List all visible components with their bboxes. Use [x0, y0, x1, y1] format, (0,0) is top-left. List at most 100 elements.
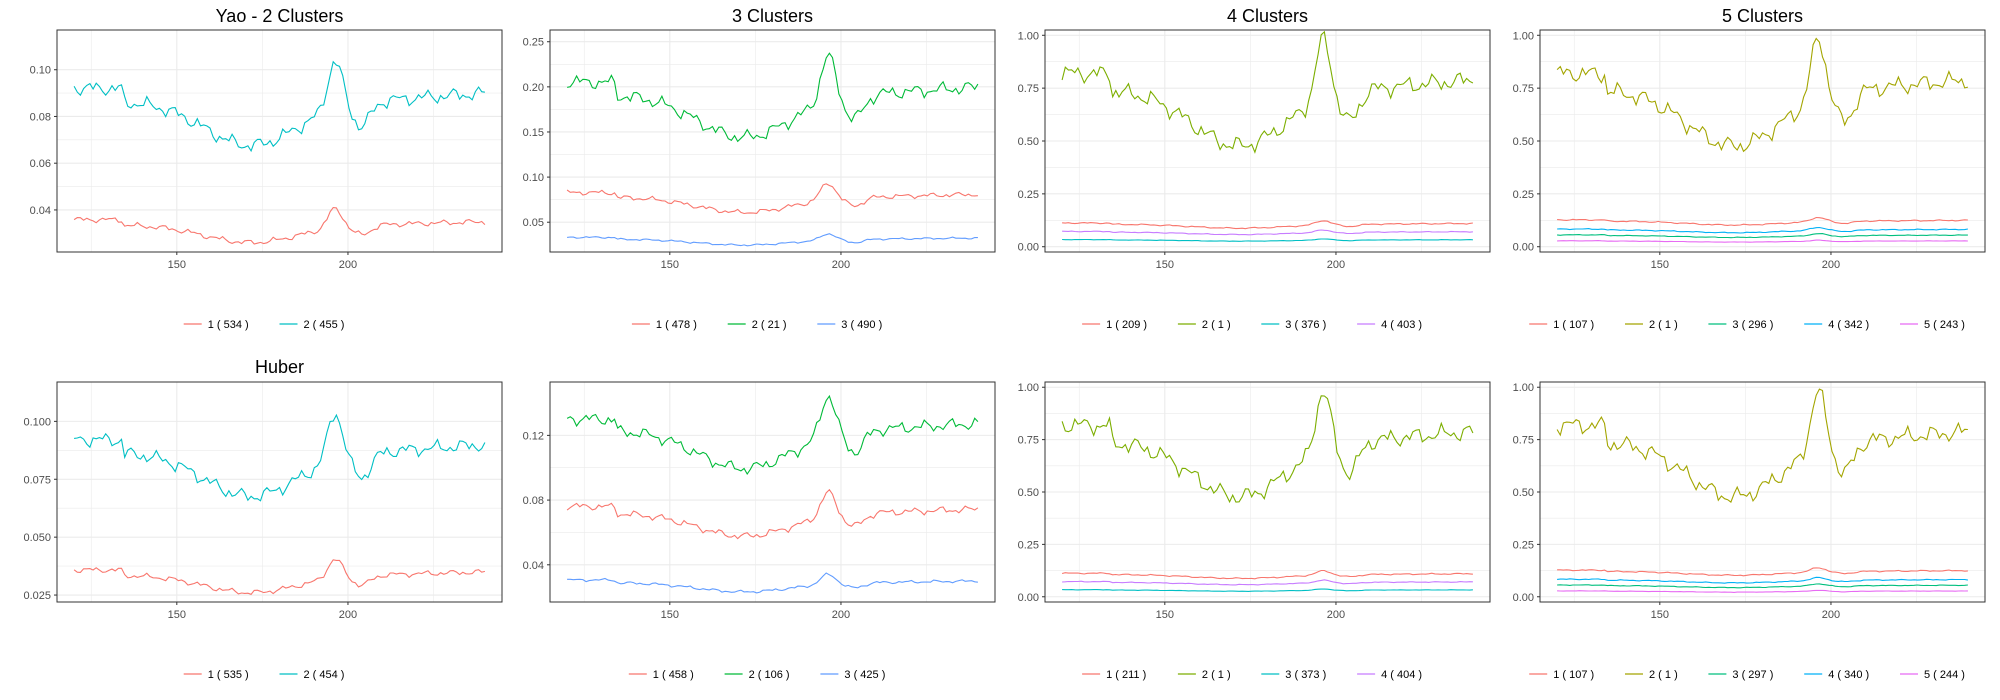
- series-line-2: [566, 52, 979, 143]
- y-tick-label: 0.50: [1513, 487, 1534, 499]
- x-tick-label: 200: [1822, 259, 1840, 271]
- y-tick-label: 0.05: [523, 217, 544, 229]
- panel-title: 4 Clusters: [1227, 6, 1308, 26]
- series-line-5: [1557, 239, 1968, 243]
- x-tick-label: 200: [339, 259, 357, 271]
- y-tick-label: 0.75: [1018, 435, 1039, 447]
- y-tick-label: 0.00: [1018, 242, 1039, 254]
- legend-label: 3 ( 296 ): [1732, 319, 1773, 331]
- y-tick-label: 0.15: [523, 127, 544, 139]
- legend-label: 1 ( 458 ): [653, 669, 694, 681]
- x-tick-label: 150: [1156, 259, 1174, 271]
- series-line-2: [1556, 388, 1968, 503]
- y-tick-label: 0.25: [1018, 189, 1039, 201]
- series-line-3: [1062, 238, 1473, 242]
- series-line-2: [74, 413, 486, 502]
- series-line-1: [1557, 567, 1968, 577]
- legend-label: 5 ( 244 ): [1924, 669, 1965, 681]
- legend-label: 4 ( 404 ): [1381, 669, 1422, 681]
- series-line-4: [1062, 229, 1473, 236]
- legend-label: 4 ( 403 ): [1381, 319, 1422, 331]
- y-tick-label: 0.00: [1513, 592, 1534, 604]
- x-tick-label: 150: [168, 609, 186, 621]
- chart-panel-8: 0.00 0.25 0.50 0.75 1.00 150 200 1 ( 107 ) 2 ( 1…: [1513, 381, 1986, 681]
- y-tick-label: 0.75: [1513, 435, 1534, 447]
- legend-label: 1 ( 107 ): [1553, 319, 1594, 331]
- legend-label: 5 ( 243 ): [1924, 319, 1965, 331]
- y-tick-label: 0.10: [523, 172, 544, 184]
- x-tick-label: 150: [1156, 609, 1174, 621]
- legend-label: 1 ( 107 ): [1553, 669, 1594, 681]
- y-tick-label: 0.12: [523, 430, 544, 442]
- x-tick-label: 150: [1651, 259, 1669, 271]
- y-tick-label: 0.050: [23, 532, 51, 544]
- legend-label: 2 ( 454 ): [304, 669, 345, 681]
- x-tick-label: 200: [339, 609, 357, 621]
- legend-label: 4 ( 340 ): [1828, 669, 1869, 681]
- legend-label: 1 ( 209 ): [1106, 319, 1147, 331]
- series-line-2: [566, 394, 979, 476]
- series-line-3: [567, 233, 978, 247]
- legend-label: 1 ( 534 ): [208, 319, 249, 331]
- legend-label: 3 ( 297 ): [1732, 669, 1773, 681]
- x-tick-label: 200: [832, 609, 850, 621]
- chart-panel-3: 0.00 0.25 0.50 0.75 1.00 150 200 4 Clusters 1 ( …: [1018, 6, 1491, 331]
- legend-label: 4 ( 342 ): [1828, 319, 1869, 331]
- legend: 1 ( 209 ) 2 ( 1 ) 3 ( 376 ) 4 ( 403 ): [1082, 319, 1422, 331]
- legend-label: 1 ( 211 ): [1106, 669, 1146, 681]
- series-line-2: [73, 60, 485, 153]
- legend-label: 1 ( 535 ): [208, 669, 249, 681]
- series-line-5: [1557, 589, 1968, 593]
- chart-panel-7: 0.00 0.25 0.50 0.75 1.00 150 200 1 ( 211 ) 2 ( 1…: [1018, 381, 1491, 681]
- legend: 1 ( 211 ) 2 ( 1 ) 3 ( 373 ) 4 ( 404 ): [1082, 669, 1422, 681]
- legend-label: 2 ( 1 ): [1649, 319, 1678, 331]
- legend-label: 2 ( 1 ): [1202, 319, 1231, 331]
- legend: 1 ( 478 ) 2 ( 21 ) 3 ( 490 ): [631, 319, 882, 331]
- legend-label: 3 ( 373 ): [1285, 669, 1326, 681]
- x-tick-label: 200: [1822, 609, 1840, 621]
- series-line-1: [1557, 216, 1968, 226]
- legend-label: 3 ( 425 ): [844, 669, 885, 681]
- series-line-1: [566, 488, 979, 540]
- legend-label: 2 ( 106 ): [749, 669, 790, 681]
- y-tick-label: 1.00: [1018, 382, 1039, 394]
- series-line-3: [1557, 583, 1968, 589]
- x-tick-label: 200: [1327, 609, 1345, 621]
- x-tick-label: 200: [1327, 259, 1345, 271]
- legend: 1 ( 107 ) 2 ( 1 ) 3 ( 297 ) 4 ( 340 ) 5 ( 24…: [1529, 669, 1965, 681]
- series-line-1: [73, 207, 486, 245]
- panel-border: [549, 29, 996, 253]
- chart-panel-1: 0.04 0.06 0.08 0.10 150 200 Yao - 2 Clusters 1 …: [30, 6, 503, 331]
- series-line-1: [73, 559, 486, 595]
- x-tick-label: 200: [832, 259, 850, 271]
- panel-title: Yao - 2 Clusters: [216, 6, 344, 26]
- legend-label: 2 ( 1 ): [1202, 669, 1231, 681]
- x-tick-label: 150: [661, 609, 679, 621]
- y-tick-label: 0.75: [1018, 83, 1039, 95]
- series-line-2: [1061, 395, 1474, 504]
- series-line-2: [1556, 37, 1969, 153]
- panel-border: [56, 29, 503, 253]
- chart-panel-2: 0.05 0.10 0.15 0.20 0.25 150 200 3 Clusters 1 ( …: [523, 6, 996, 331]
- legend: 1 ( 458 ) 2 ( 106 ) 3 ( 425 ): [628, 669, 885, 681]
- y-tick-label: 0.04: [523, 560, 544, 572]
- x-tick-label: 150: [661, 259, 679, 271]
- series-line-4: [1062, 579, 1473, 586]
- series-line-1: [1061, 569, 1473, 580]
- legend: 1 ( 534 ) 2 ( 455 ): [183, 319, 344, 331]
- legend: 1 ( 535 ) 2 ( 454 ): [183, 669, 345, 681]
- y-tick-label: 0.00: [1018, 592, 1039, 604]
- chart-panel-4: 0.00 0.25 0.50 0.75 1.00 150 200 5 Clusters 1 ( …: [1513, 6, 1986, 331]
- panel-border: [56, 381, 503, 603]
- legend-label: 2 ( 21 ): [752, 319, 787, 331]
- y-tick-label: 0.08: [30, 111, 51, 123]
- y-tick-label: 0.25: [1513, 539, 1534, 551]
- y-tick-label: 0.04: [30, 205, 51, 217]
- y-tick-label: 0.025: [23, 590, 51, 602]
- series-line-1: [566, 183, 978, 215]
- y-tick-label: 0.06: [30, 158, 51, 170]
- y-tick-label: 0.08: [523, 495, 544, 507]
- y-tick-label: 0.075: [23, 474, 51, 486]
- y-tick-label: 0.25: [1513, 189, 1534, 201]
- y-tick-label: 1.00: [1513, 382, 1534, 394]
